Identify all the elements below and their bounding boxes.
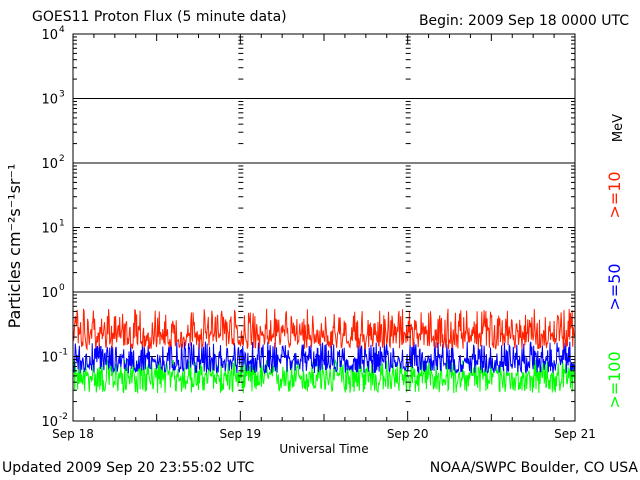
y-tick-label: 10 0 [41, 283, 65, 301]
y-tick-base: 10 [41, 222, 58, 237]
begin-label: Begin: 2009 Sep 18 0000 UTC [418, 13, 629, 29]
x-tick-label: Sep 20 [387, 427, 429, 441]
source-label: NOAA/SWPC Boulder, CO USA [429, 460, 638, 476]
y-tick-base: 10 [41, 351, 58, 366]
y-tick-label: 10 -1 [41, 348, 68, 366]
y-tick-base: 10 [41, 415, 58, 430]
y-tick-label: 10 1 [41, 219, 64, 237]
y-tick-exponent: 1 [59, 219, 65, 229]
unit-label: MeV [611, 114, 626, 142]
x-tick-label: Sep 19 [219, 427, 261, 441]
y-tick-label: 10 2 [41, 154, 64, 172]
chart-legend: >=10 >=50 >=100 MeV [605, 114, 626, 409]
y-tick-base: 10 [41, 28, 58, 43]
series-line [72, 341, 575, 375]
chart-title: GOES11 Proton Flux (5 minute data) [32, 9, 287, 25]
chart-grid [73, 98, 575, 357]
x-tick-label: Sep 18 [52, 427, 94, 441]
y-tick-label: 10 3 [41, 90, 64, 108]
y-tick-exponent: 3 [59, 90, 65, 100]
y-tick-exponent: -1 [59, 348, 68, 358]
series-line [72, 308, 575, 351]
chart-ticks [72, 34, 576, 422]
y-tick-base: 10 [41, 286, 58, 301]
y-tick-exponent: 4 [59, 25, 65, 35]
y-tick-label: 10 4 [41, 25, 65, 43]
legend-entry: >=100 [605, 351, 624, 408]
y-tick-label: 10 -2 [41, 412, 68, 430]
y-axis-label: Particles cm⁻²s⁻¹sr⁻¹ [5, 164, 24, 329]
x-tick-label: Sep 21 [554, 427, 596, 441]
y-tick-exponent: 0 [59, 283, 65, 293]
y-tick-base: 10 [41, 93, 58, 108]
x-axis-label: Universal Time [279, 442, 368, 456]
legend-entry: >=50 [605, 263, 624, 310]
legend-entry: >=10 [605, 171, 624, 218]
y-tick-exponent: 2 [59, 154, 65, 164]
updated-label: Updated 2009 Sep 20 23:55:02 UTC [2, 460, 255, 476]
y-tick-base: 10 [41, 157, 58, 172]
chart-series [72, 308, 575, 395]
y-tick-exponent: -2 [59, 412, 68, 422]
